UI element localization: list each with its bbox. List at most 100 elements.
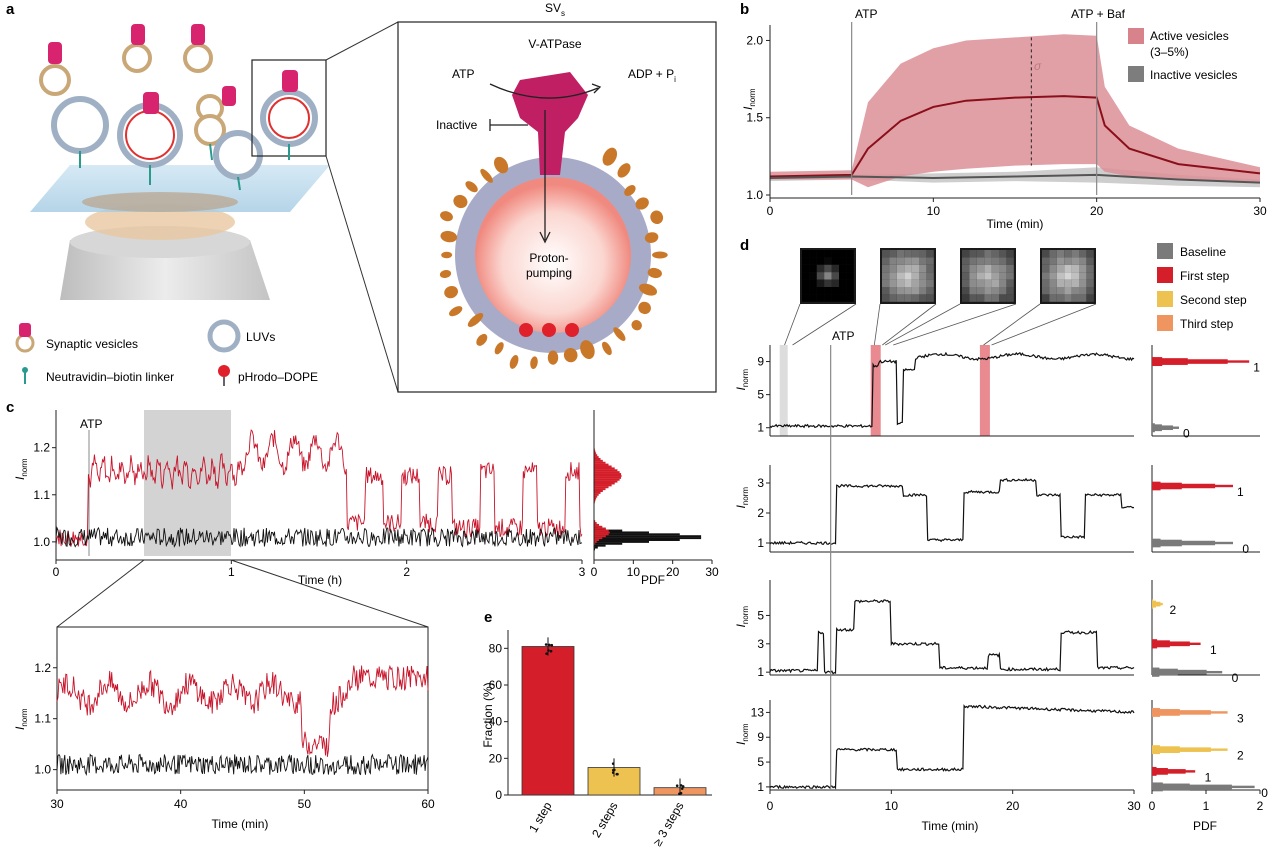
legend-sv: Synaptic vesicles <box>46 337 138 351</box>
thumbnail-pixel <box>1064 279 1072 287</box>
panel-d-chart: ATP Time (min) PDF Baseline First step S… <box>734 243 1268 833</box>
thumbnail-pixel <box>1079 294 1087 302</box>
thumbnail-pixel <box>962 287 970 295</box>
thumbnail-pixel <box>1071 264 1079 273</box>
thumbnail-pixel <box>896 264 905 273</box>
c-pdf-bar-active <box>594 533 609 536</box>
thumbnail-pixel <box>824 287 832 295</box>
thumbnail-pixel <box>1006 287 1014 295</box>
thumbnail-pixel <box>896 250 905 258</box>
c-pdf-bar-active <box>594 465 612 468</box>
d-hist-bar <box>1152 601 1161 605</box>
c-xtick-label: 0 <box>53 565 60 579</box>
thumbnail-pixel <box>1056 279 1065 287</box>
luv <box>117 92 183 185</box>
d-trace <box>769 351 1135 429</box>
d-legend-third: Third step <box>1180 317 1234 331</box>
thumbnail-pixel <box>904 257 912 265</box>
thumbnail-pixel <box>904 272 912 280</box>
thumbnail-pixel <box>1071 250 1079 258</box>
d-hist-bar <box>1152 640 1170 643</box>
c-pdf-bar-active <box>594 463 609 466</box>
thumbnail-connector <box>893 303 1017 346</box>
thumbnail-pixel <box>962 294 970 302</box>
d-ylabel-i: I <box>734 505 748 509</box>
d-hist-label: 1 <box>1253 361 1260 375</box>
thumbnail-pixel <box>969 279 977 287</box>
c-pdf-bar-inactive <box>594 548 596 551</box>
panel-e-label: e <box>484 609 492 626</box>
e-ytick-label: 20 <box>489 751 503 765</box>
thumbnail-pixel <box>984 287 992 295</box>
c-pdf-bar-active <box>594 525 603 528</box>
c-xtick-label: 3 <box>579 565 586 579</box>
thumbnail-pixel <box>824 294 832 302</box>
d-ylabel-i: I <box>734 624 748 628</box>
d-hist-label: 1 <box>1210 643 1217 657</box>
thumbnail-pixel <box>1049 279 1057 287</box>
c-zoom-line <box>230 559 429 628</box>
c-ytick-label: 1.0 <box>33 535 50 549</box>
thumbnail-pixel <box>926 272 934 280</box>
thumbnail-pixel <box>1064 294 1072 302</box>
thumbnail-pixel <box>911 279 919 287</box>
d-ytick-label: 13 <box>751 705 765 719</box>
thumbnail-connector <box>991 303 1097 346</box>
d-hist-bar <box>1152 783 1190 786</box>
thumbnail-pixel <box>1049 257 1057 265</box>
c-pdf-bar-active <box>594 474 622 477</box>
synaptic-vesicle <box>183 24 213 73</box>
thumbnail-pixel <box>839 250 847 258</box>
d-ylabel-i: I <box>734 387 748 391</box>
d-hist-label: 3 <box>1237 711 1244 725</box>
d-legend-first-swatch <box>1157 267 1173 283</box>
thumbnail-pixel <box>991 257 999 265</box>
thumbnail-pixel <box>976 287 985 295</box>
c-ylabel: Inorm <box>13 458 29 480</box>
membrane-protein <box>449 306 463 317</box>
c-pdf-label: PDF <box>641 573 665 587</box>
c-pdf-bar-active <box>594 476 622 479</box>
d-ytick-label: 2 <box>757 506 764 520</box>
thumbnail-pixel <box>809 257 817 265</box>
c-pdf-tick-label: 10 <box>627 565 641 579</box>
thumbnail-pixel <box>984 264 992 273</box>
membrane-protein <box>635 197 649 210</box>
d-hist-label: 0 <box>1183 427 1190 441</box>
c-pdf-bar-active <box>594 535 606 538</box>
c-pdf-bar-active <box>594 456 599 459</box>
e-data-point <box>680 787 684 790</box>
d-hist-bar <box>1152 746 1180 749</box>
thumbnail-pixel <box>919 264 927 273</box>
d-hist-bar <box>1152 539 1182 543</box>
c-pdf-bar-active <box>594 497 597 500</box>
c-pdf-bar-active <box>594 480 618 483</box>
thumbnail-pixel <box>846 272 854 280</box>
d-hist-bar <box>1152 424 1162 427</box>
thumbnail-pixel <box>831 294 839 302</box>
e-data-point <box>616 772 619 776</box>
c-zoom-xtick-label: 60 <box>421 797 435 811</box>
thumbnail-pixel <box>831 264 839 273</box>
zoom-line <box>325 21 399 61</box>
d-hist-bar <box>1152 667 1160 670</box>
thumbnail-pixel <box>926 287 934 295</box>
c-pdf-bar-active <box>594 473 622 476</box>
atp-label: ATP <box>452 67 474 81</box>
panel-a-legend: Synaptic vesicles LUVs Neutravidin–bioti… <box>15 319 318 386</box>
zoom-active-trace <box>56 664 429 757</box>
b-ytick-label: 1.0 <box>746 188 763 202</box>
membrane-protein <box>652 251 668 259</box>
thumbnail-pixel <box>1056 250 1065 258</box>
pumping-label: Proton-pumping <box>526 251 572 280</box>
c-zoom-ylabel: Inorm <box>13 708 29 730</box>
d-legend-baseline: Baseline <box>1180 245 1226 259</box>
thumbnail-pixel <box>896 272 905 280</box>
thumbnail-pixel <box>809 272 817 280</box>
thumbnail-pixel <box>904 287 912 295</box>
e-data-point <box>544 643 548 646</box>
thumbnail-pixel <box>976 279 985 287</box>
thumbnail-pixel <box>969 264 977 273</box>
panel-b-label: b <box>740 1 749 18</box>
